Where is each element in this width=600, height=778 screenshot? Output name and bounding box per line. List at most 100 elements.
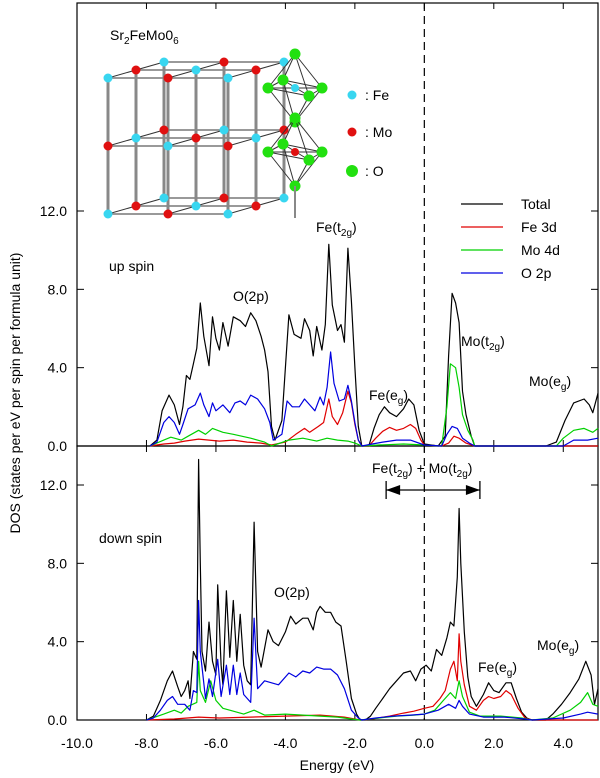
- annotation-mo-eg-down: Mo(eg): [537, 637, 579, 657]
- series-line-down-total: [146, 458, 599, 721]
- fe-atom: [219, 125, 229, 135]
- inset-formula: Sr2FeMo06: [110, 27, 179, 47]
- fe-atom: [159, 57, 169, 67]
- y-tick-label: 0.0: [48, 712, 68, 728]
- inset-legend-marker: [346, 165, 358, 177]
- x-tick-label: -8.0: [134, 735, 158, 751]
- oxygen-octahedra: [262, 48, 328, 218]
- inset-atom-legend: : Fe : Mo : O: [346, 87, 392, 179]
- annotation-fe-eg-up: Fe(eg): [369, 387, 408, 407]
- octahedron-edge: [267, 117, 296, 153]
- mo-atom: [219, 193, 229, 203]
- octahedron-edge: [267, 151, 310, 161]
- down-spin-label: down spin: [99, 530, 162, 546]
- o-atom: [277, 138, 289, 150]
- mo-atom: [159, 125, 169, 135]
- mo-atom: [163, 73, 173, 83]
- x-tick-label: -6.0: [204, 735, 228, 751]
- mo-atom: [163, 209, 173, 219]
- annotation-fe-eg-down: Fe(eg): [478, 659, 517, 679]
- annotation-mo-eg-up: Mo(eg): [529, 373, 571, 393]
- octahedron-edge: [282, 143, 296, 187]
- octahedron-edge: [267, 53, 296, 89]
- fe-atom: [103, 73, 113, 83]
- series-line-down-o-2p: [146, 599, 599, 721]
- legend: Total Fe 3d Mo 4d O 2p: [461, 196, 560, 281]
- series-line-down-mo-4d: [146, 660, 599, 721]
- crystal-structure-inset: Sr2FeMo06 : Fe : Mo : O: [103, 27, 392, 219]
- fe-atom: [279, 57, 289, 67]
- fe-atom: [159, 193, 169, 203]
- fe-atom: [163, 141, 173, 151]
- fe-atom: [131, 133, 141, 143]
- octahedron-edge: [282, 79, 323, 89]
- octahedron-edge: [267, 87, 310, 97]
- mo-atom: [131, 65, 141, 75]
- x-tick-label: 0.0: [415, 735, 435, 751]
- up-spin-label: up spin: [109, 258, 154, 274]
- series-line-up-o-2p: [149, 351, 599, 447]
- inset-legend-marker: [347, 90, 357, 100]
- y-tick-label: 8.0: [48, 281, 68, 297]
- dos-series: [146, 243, 599, 721]
- x-tick-label: -10.0: [61, 735, 93, 751]
- annotation-o2p-down: O(2p): [274, 584, 310, 600]
- x-axis-label: Energy (eV): [300, 757, 375, 773]
- octahedron-edge: [294, 117, 310, 161]
- y-tick-label: 8.0: [48, 555, 68, 571]
- series-line-down-fe-3d: [146, 633, 598, 721]
- mo-atom: [251, 201, 261, 211]
- octahedron-edge: [294, 151, 323, 187]
- o-atom: [316, 146, 328, 158]
- o-atom: [262, 82, 274, 94]
- mo-atom: [103, 141, 113, 151]
- fe-atom: [291, 84, 299, 92]
- axis-ticks: -10.0 -8.0 -6.0 -4.0 -2.0 0.0 2.0 4.0 0.0 4.0 8.0 1…: [40, 3, 598, 751]
- x-tick-label: -2.0: [343, 735, 367, 751]
- octahedron-edge: [267, 151, 296, 187]
- annotation-mo-t2g-up: Mo(t2g): [461, 333, 505, 353]
- series-line-up-total: [149, 243, 599, 447]
- mo-atom: [223, 141, 233, 151]
- mo-atom: [251, 65, 261, 75]
- fe-atom: [251, 133, 261, 143]
- x-tick-label: 2.0: [484, 735, 504, 751]
- mo-atom: [291, 148, 299, 156]
- legend-label-fe-3d: Fe 3d: [521, 219, 557, 235]
- series-line-up-mo-4d: [149, 363, 599, 447]
- fe-atom: [191, 201, 201, 211]
- fe-atom: [223, 209, 233, 219]
- mo-atom: [219, 57, 229, 67]
- octahedron-edge: [294, 53, 323, 89]
- legend-label-o-2p: O 2p: [521, 265, 552, 281]
- octahedron-edge: [282, 143, 323, 153]
- octahedron-edge: [294, 117, 323, 153]
- o-atom: [289, 112, 301, 124]
- fe-atom: [191, 65, 201, 75]
- mo-atom: [279, 125, 289, 135]
- inset-legend-label: : Mo: [365, 124, 392, 140]
- t2g-range-arrow: [385, 481, 481, 499]
- inset-legend-label: : O: [365, 163, 384, 179]
- fe-atom: [279, 193, 289, 203]
- fe-atom: [103, 209, 113, 219]
- y-tick-label: 4.0: [48, 360, 68, 376]
- y-tick-label: 12.0: [40, 203, 67, 219]
- octahedron-edge: [294, 53, 310, 97]
- o-atom: [262, 146, 274, 158]
- y-axis-label: DOS (states per eV per spin per formula …: [7, 253, 23, 534]
- o-atom: [303, 154, 315, 166]
- inset-legend-label: : Fe: [365, 87, 389, 103]
- mo-atom: [191, 133, 201, 143]
- x-tick-label: -4.0: [273, 735, 297, 751]
- annotation-fe-mo-t2g-down: Fe(t2g) + Mo(t2g): [372, 460, 472, 480]
- o-atom: [277, 74, 289, 86]
- legend-label-mo-4d: Mo 4d: [521, 242, 560, 258]
- o-atom: [316, 82, 328, 94]
- annotation-o2p-up: O(2p): [233, 288, 269, 304]
- o-atom: [303, 90, 315, 102]
- legend-label-total: Total: [521, 196, 551, 212]
- fe-atom: [223, 73, 233, 83]
- lower-panel-frame: [76, 445, 599, 721]
